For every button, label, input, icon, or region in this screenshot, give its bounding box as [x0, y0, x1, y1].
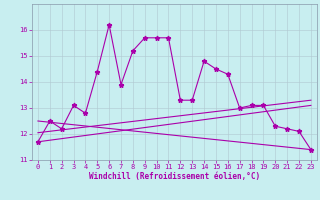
- X-axis label: Windchill (Refroidissement éolien,°C): Windchill (Refroidissement éolien,°C): [89, 172, 260, 181]
